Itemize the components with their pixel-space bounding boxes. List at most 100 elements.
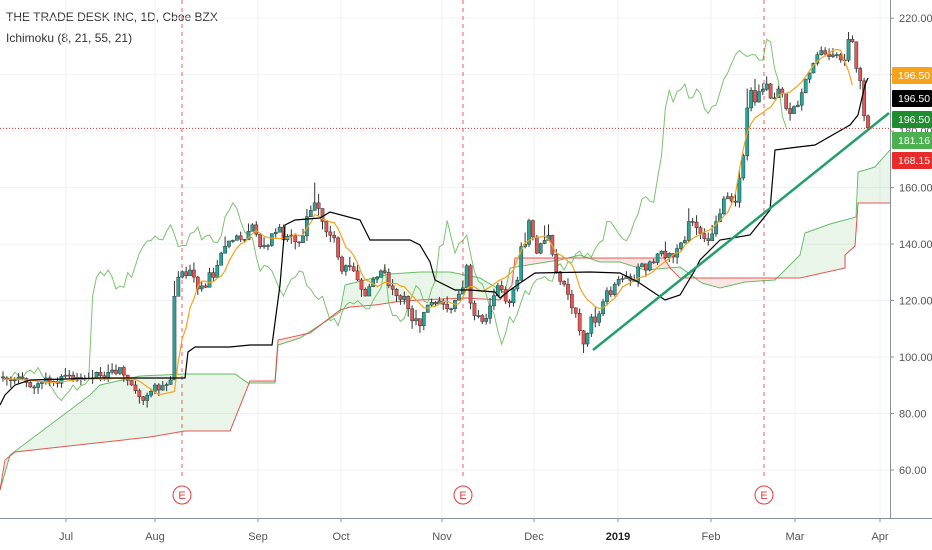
candle[interactable] (75, 372, 79, 383)
candle[interactable] (760, 83, 765, 95)
candle[interactable] (647, 260, 652, 272)
candle[interactable] (780, 87, 785, 98)
candle[interactable] (324, 220, 329, 238)
candle[interactable] (558, 270, 563, 286)
candle[interactable] (714, 215, 718, 237)
candle[interactable] (679, 241, 683, 251)
candle[interactable] (238, 231, 243, 243)
candle[interactable] (663, 241, 668, 260)
candle[interactable] (577, 308, 582, 336)
candle[interactable] (597, 310, 601, 327)
candle[interactable] (176, 271, 181, 297)
candle[interactable] (421, 311, 426, 331)
candle[interactable] (519, 242, 524, 281)
candle[interactable] (20, 372, 25, 380)
candle[interactable] (133, 380, 138, 394)
candle[interactable] (110, 363, 114, 375)
candle[interactable] (838, 52, 843, 63)
candle[interactable] (585, 332, 590, 347)
candle[interactable] (850, 35, 855, 43)
candle[interactable] (316, 193, 321, 216)
candle[interactable] (180, 270, 185, 279)
candle[interactable] (538, 242, 543, 255)
candle[interactable] (827, 48, 831, 61)
candle[interactable] (118, 367, 122, 376)
candle[interactable] (28, 381, 33, 388)
candle[interactable] (24, 377, 29, 388)
candle[interactable] (460, 280, 465, 295)
candle[interactable] (347, 256, 352, 271)
candle[interactable] (375, 275, 379, 284)
candle[interactable] (667, 252, 672, 263)
candle[interactable] (527, 218, 531, 247)
candle[interactable] (511, 287, 516, 307)
candle[interactable] (562, 280, 566, 287)
candle[interactable] (507, 299, 512, 308)
candle[interactable] (44, 372, 48, 385)
candle[interactable] (394, 288, 399, 302)
candle[interactable] (784, 92, 789, 111)
candle[interactable] (141, 396, 146, 406)
candle[interactable] (862, 77, 866, 122)
candle[interactable] (616, 276, 621, 287)
candle[interactable] (351, 262, 356, 273)
candle[interactable] (702, 228, 707, 243)
candle[interactable] (445, 296, 450, 313)
candle[interactable] (749, 87, 753, 112)
candle[interactable] (655, 252, 660, 265)
candle[interactable] (768, 83, 773, 99)
candle[interactable] (363, 287, 368, 297)
candle[interactable] (32, 384, 37, 395)
candle[interactable] (815, 51, 820, 66)
candle[interactable] (542, 225, 547, 245)
candle[interactable] (854, 41, 859, 73)
candle[interactable] (694, 215, 699, 236)
candle[interactable] (273, 228, 278, 238)
candle[interactable] (807, 72, 812, 84)
candle[interactable] (223, 236, 227, 254)
candle[interactable] (453, 299, 457, 313)
candle[interactable] (764, 76, 769, 92)
candle[interactable] (690, 217, 695, 226)
candle[interactable] (234, 234, 239, 241)
candle[interactable] (866, 114, 870, 131)
candle[interactable] (675, 244, 679, 264)
candle[interactable] (188, 264, 192, 276)
candle[interactable] (410, 305, 414, 329)
candle[interactable] (231, 239, 235, 243)
candle[interactable] (336, 236, 340, 261)
candle[interactable] (199, 281, 204, 292)
candle[interactable] (644, 263, 648, 277)
candle[interactable] (803, 78, 808, 94)
candle[interactable] (145, 392, 150, 408)
candle[interactable] (620, 275, 625, 283)
candle[interactable] (305, 209, 309, 241)
candle[interactable] (608, 286, 613, 298)
candle[interactable] (254, 221, 259, 237)
candle[interactable] (379, 269, 383, 278)
candle[interactable] (488, 298, 492, 324)
candle[interactable] (741, 153, 746, 181)
candle[interactable] (698, 225, 703, 239)
candle[interactable] (359, 277, 364, 297)
candle[interactable] (129, 380, 134, 386)
candle[interactable] (355, 264, 360, 282)
candle[interactable] (406, 295, 411, 317)
candle[interactable] (566, 278, 570, 300)
candle[interactable] (858, 66, 863, 90)
candle[interactable] (476, 309, 481, 319)
candle[interactable] (480, 314, 485, 324)
candle[interactable] (499, 280, 504, 293)
candle[interactable] (772, 92, 777, 100)
candle[interactable] (686, 208, 691, 243)
candle[interactable] (737, 169, 742, 208)
candle[interactable] (581, 329, 586, 354)
candle[interactable] (308, 205, 313, 217)
candle[interactable] (834, 52, 839, 59)
candle[interactable] (390, 279, 395, 296)
candle[interactable] (418, 318, 422, 333)
candle[interactable] (819, 46, 824, 56)
candle[interactable] (293, 233, 298, 250)
candle[interactable] (659, 250, 664, 257)
